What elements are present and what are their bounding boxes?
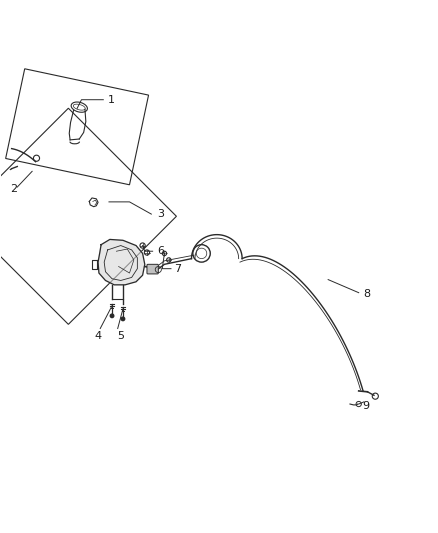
Circle shape xyxy=(121,317,125,321)
Text: 2: 2 xyxy=(10,184,18,194)
FancyBboxPatch shape xyxy=(147,264,158,274)
Text: 3: 3 xyxy=(157,209,164,219)
Polygon shape xyxy=(98,239,145,285)
Text: 4: 4 xyxy=(94,331,101,341)
Circle shape xyxy=(110,314,114,318)
Text: 9: 9 xyxy=(362,401,369,411)
Text: 1: 1 xyxy=(108,95,115,104)
Text: 7: 7 xyxy=(174,264,182,273)
Text: 8: 8 xyxy=(363,289,370,300)
Text: 6: 6 xyxy=(157,246,164,256)
Text: 5: 5 xyxy=(117,331,124,341)
